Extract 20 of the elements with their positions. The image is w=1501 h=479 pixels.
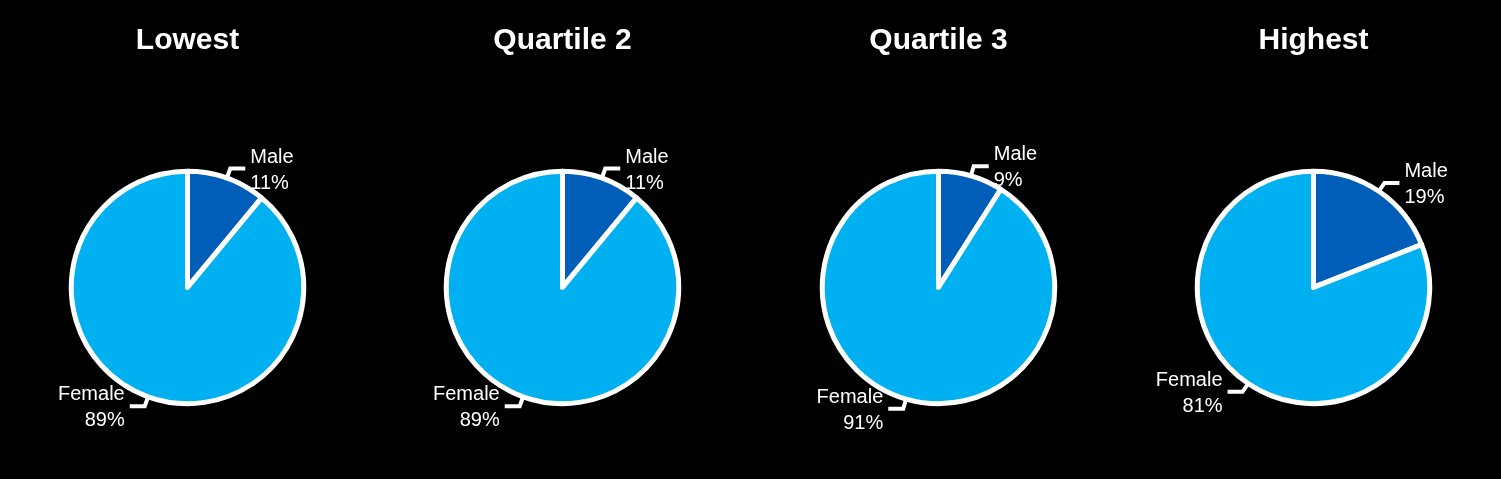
data-label: 19% [1404, 184, 1445, 207]
data-label: 89% [459, 408, 501, 431]
data-label: 91% [842, 410, 883, 433]
data-label: 11% [250, 170, 290, 193]
chart-title: Quartile 3 [868, 21, 1008, 55]
data-label: 9% [993, 168, 1023, 191]
slice-label: Male [993, 142, 1037, 165]
data-label: 81% [1182, 393, 1223, 416]
slice-label: Male [625, 144, 669, 167]
slice-label: Female [433, 382, 500, 405]
slice-label: Male [250, 144, 294, 167]
slice-label: Male [1404, 158, 1448, 181]
chart-title: Lowest [135, 21, 240, 55]
data-label: 89% [84, 408, 125, 431]
chart-title: Highest [1258, 21, 1369, 55]
data-label: 11% [625, 170, 665, 193]
slice-label: Female [58, 382, 125, 405]
chart-title: Quartile 2 [493, 21, 632, 55]
slice-label: Female [1155, 367, 1223, 390]
slice-label: Female [816, 384, 883, 407]
